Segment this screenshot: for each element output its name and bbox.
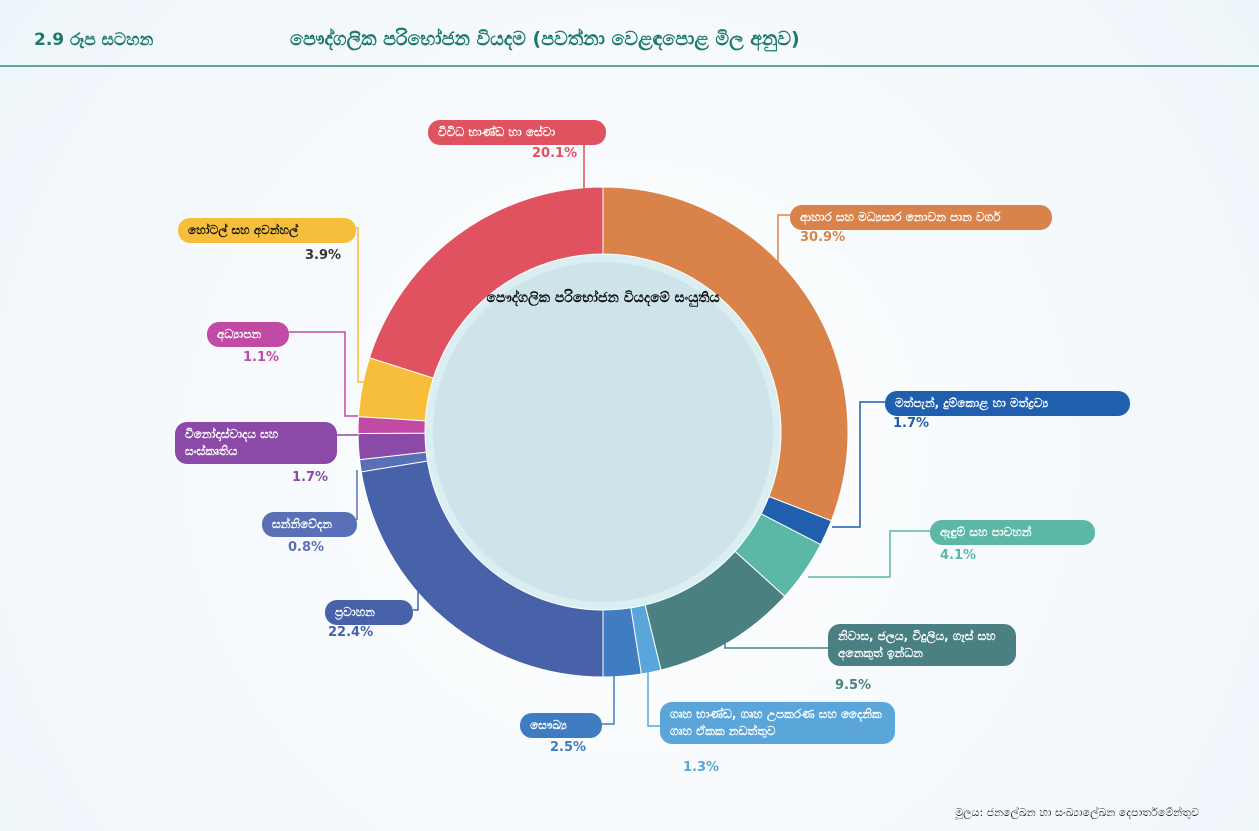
value-label: 1.7% — [292, 470, 329, 485]
value-label: 30.9% — [800, 230, 846, 245]
category-label: ගෘහ භාණ්ඩ, ගෘහ උපකරණ සහ දෛනික ගෘහ ඒකක නඩ… — [660, 702, 895, 744]
value-label: 22.4% — [328, 625, 374, 640]
value-label: 20.1% — [532, 146, 578, 161]
category-label: නිවාස, ජලය, විදුලිය, ගෑස් සහ අනෙකුත් ඉන්… — [828, 624, 1016, 666]
leader-line — [356, 227, 366, 383]
leader-line — [413, 590, 419, 611]
donut-slice — [368, 186, 604, 379]
category-label: ප්‍රවාහන — [325, 600, 413, 625]
category-label: විනෝදාස්වාදය සහ සංස්කෘතිය — [175, 422, 337, 464]
category-label: හෝටල් සහ අවන්හල් — [178, 218, 356, 243]
value-label: 4.1% — [940, 548, 977, 563]
value-label: 2.5% — [550, 740, 587, 755]
leader-line — [602, 673, 615, 725]
value-label: 1.3% — [683, 760, 720, 775]
category-label: මත්පැන්, දුම්කොළ හා මත්ද්‍රව්‍ය — [885, 391, 1130, 416]
donut-slice — [602, 186, 849, 522]
category-label: අධ්‍යාපන — [207, 322, 289, 347]
center-illustration — [433, 262, 773, 602]
category-label: විවිධ භාණ්ඩ හා සේවා — [428, 120, 606, 145]
category-label: ආහාර සහ මධ්‍යසාර නොවන පාන වර්ග — [790, 205, 1052, 230]
leader-line — [808, 530, 930, 578]
source: මූලය: ජනලේඛන හා සංඛ්‍යාලේඛන දෙපාර්තමේන්ත… — [955, 806, 1199, 819]
leader-line — [647, 668, 660, 727]
value-label: 0.8% — [288, 540, 325, 555]
value-label: 9.5% — [835, 678, 872, 693]
leader-line — [777, 214, 790, 262]
leader-line — [289, 331, 362, 417]
figure-label: 2.9 රූප සටහන — [34, 30, 154, 50]
category-label: සන්නිවේදන — [262, 512, 357, 537]
category-label: සෞඛ්‍ය — [520, 713, 602, 738]
center-label: පෞද්ගලික පරිභෝජන වියදමේ සංයුතිය — [486, 290, 720, 306]
chart-title: පෞද්ගලික පරිභෝජන වියදම (පවත්නා වෙළඳපොළ ම… — [290, 28, 800, 50]
value-label: 3.9% — [305, 248, 342, 263]
leader-line — [724, 615, 828, 649]
value-label: 1.7% — [893, 416, 930, 431]
category-label: ඇඳුම් සහ පාවහන් — [930, 520, 1095, 545]
value-label: 1.1% — [243, 350, 280, 365]
leader-line — [832, 401, 885, 528]
